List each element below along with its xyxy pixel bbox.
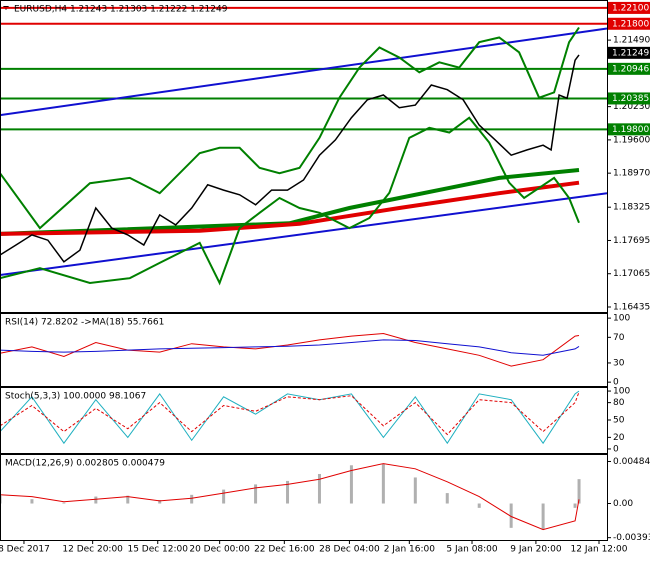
histogram-bar bbox=[413, 477, 417, 504]
series-line bbox=[0, 463, 580, 531]
level-label: 1.20385 bbox=[612, 94, 649, 104]
x-tick-label: 28 Dec 04:00 bbox=[319, 545, 380, 555]
y-tick-label: 20 bbox=[613, 433, 625, 443]
last-price-label: 1.21249 bbox=[612, 48, 649, 58]
level-label-box bbox=[608, 62, 650, 75]
series-line bbox=[0, 180, 580, 236]
histogram-bar bbox=[62, 502, 66, 504]
histogram-bar bbox=[190, 494, 194, 504]
histogram-bar bbox=[94, 496, 98, 504]
histogram-bar bbox=[541, 503, 545, 530]
series-line bbox=[0, 26, 580, 230]
panel-frame bbox=[0, 387, 608, 454]
histogram-bar bbox=[477, 503, 481, 508]
y-tick-label: 1.19600 bbox=[613, 135, 650, 145]
y-tick-label: 50 bbox=[613, 416, 625, 426]
x-tick-label: 12 Jan 12:00 bbox=[571, 545, 628, 555]
panel-title: EURUSD,H4 1.21243 1.21303 1.21222 1.2124… bbox=[14, 5, 228, 15]
level-label-box bbox=[608, 1, 650, 14]
series-line bbox=[0, 54, 580, 263]
level-label: 1.21800 bbox=[612, 19, 649, 29]
y-tick-label: 1.20230 bbox=[613, 102, 650, 112]
y-tick-label: 0.00484 bbox=[613, 457, 650, 467]
panel-frame bbox=[0, 0, 608, 313]
x-tick-label: 5 Jan 08:00 bbox=[446, 545, 498, 555]
y-tick-label: 0.00 bbox=[613, 499, 633, 509]
series-line bbox=[0, 332, 580, 367]
histogram-bar bbox=[286, 480, 290, 504]
histogram-bar bbox=[509, 503, 513, 528]
x-tick-label: 2 Jan 16:00 bbox=[384, 545, 436, 555]
y-tick-label: -0.00393 bbox=[613, 533, 650, 543]
y-tick-label: 80 bbox=[613, 398, 625, 408]
histogram-bar bbox=[349, 465, 353, 504]
histogram-bar bbox=[222, 489, 226, 504]
series-line bbox=[0, 192, 608, 276]
y-tick-label: 1.17065 bbox=[613, 269, 650, 279]
panel-frame bbox=[0, 454, 608, 541]
y-tick-label: 100 bbox=[613, 387, 630, 397]
series-line bbox=[0, 391, 580, 436]
y-tick-label: 1.18325 bbox=[613, 203, 650, 213]
y-tick-label: 1.17695 bbox=[613, 236, 650, 246]
level-label-box bbox=[608, 17, 650, 30]
y-tick-label: 1.16435 bbox=[613, 302, 650, 312]
histogram-bar bbox=[573, 503, 577, 508]
y-tick-label: 0 bbox=[613, 378, 619, 388]
histogram-bar bbox=[158, 500, 162, 504]
level-label-box bbox=[608, 92, 650, 105]
histogram-bar bbox=[445, 493, 449, 504]
histogram-bar bbox=[126, 495, 130, 504]
y-tick-label: 30 bbox=[613, 358, 625, 368]
histogram-bar bbox=[317, 473, 321, 504]
level-label: 1.19800 bbox=[612, 125, 649, 135]
x-tick-label: 22 Dec 16:00 bbox=[254, 545, 315, 555]
x-tick-label: 9 Jan 20:00 bbox=[510, 545, 562, 555]
x-tick-label: 8 Dec 2017 bbox=[0, 545, 50, 555]
y-tick-label: 70 bbox=[613, 333, 625, 343]
x-tick-label: 20 Dec 00:00 bbox=[189, 545, 250, 555]
histogram-bar bbox=[30, 499, 34, 504]
level-label: 1.20946 bbox=[612, 64, 649, 74]
y-tick-label: 1.21490 bbox=[613, 36, 650, 46]
histogram-bar bbox=[254, 484, 258, 504]
histogram-bar bbox=[577, 479, 581, 504]
level-label-box bbox=[608, 123, 650, 136]
y-tick-label: 1.18970 bbox=[613, 169, 650, 179]
panel-frame bbox=[0, 313, 608, 387]
panel-title: MACD(12,26,9) 0.002805 0.000479 bbox=[5, 459, 165, 469]
level-label: 1.22100 bbox=[612, 3, 649, 13]
series-line bbox=[0, 390, 580, 445]
series-line bbox=[0, 116, 580, 286]
histogram-bar bbox=[381, 463, 385, 504]
y-tick-label: 0 bbox=[613, 444, 619, 454]
panel-title: RSI(14) 72.8202 ->MA(18) 55.7661 bbox=[5, 318, 164, 328]
panel-title: Stoch(5,3,3) 100.0000 98.1067 bbox=[5, 392, 146, 402]
x-tick-label: 12 Dec 20:00 bbox=[62, 545, 123, 555]
x-tick-label: 15 Dec 12:00 bbox=[127, 545, 188, 555]
last-price-box bbox=[608, 46, 650, 59]
y-tick-label: 100 bbox=[613, 314, 630, 324]
series-line bbox=[0, 339, 580, 356]
